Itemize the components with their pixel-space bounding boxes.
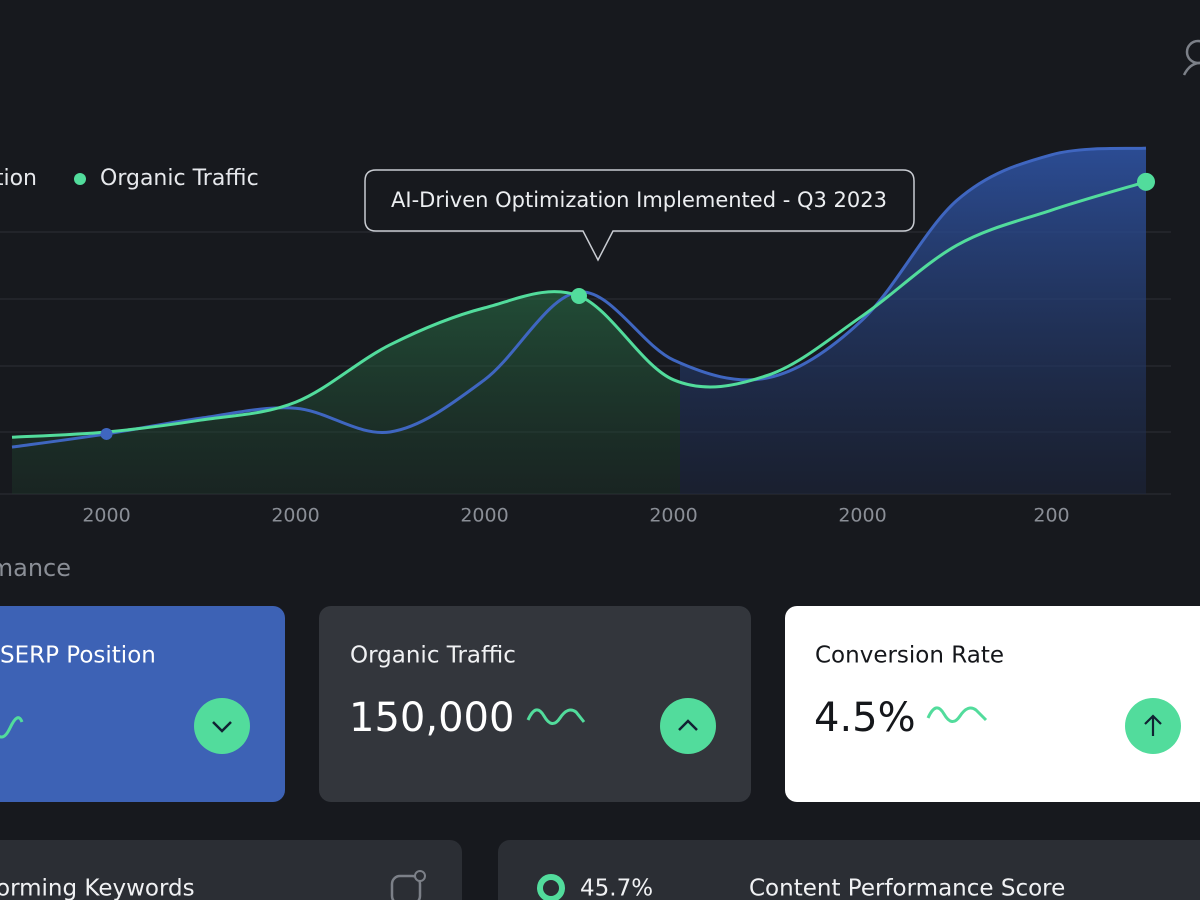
chart: 2000 2000 2000 2000 2000 200 bbox=[11, 146, 1155, 527]
card[interactable]: Organic Traffic 150,000 bbox=[319, 606, 751, 802]
x-tick-label: 2000 bbox=[649, 505, 697, 527]
card-title: Organic Traffic bbox=[350, 643, 516, 669]
user-icon[interactable] bbox=[1182, 39, 1200, 76]
legend-label: Organic Traffic bbox=[100, 166, 259, 191]
bottom-card[interactable]: 45.7% Content Performance Score bbox=[498, 840, 1200, 900]
legend-label: tion bbox=[0, 166, 37, 191]
area bbox=[12, 291, 680, 494]
card-title: Content Performance Score bbox=[749, 876, 1065, 900]
annotation: AI-Driven Optimization Implemented - Q3 … bbox=[364, 169, 915, 262]
card[interactable]: SERP Position bbox=[0, 606, 285, 802]
legend-marker bbox=[74, 173, 86, 185]
x-tick-label: 2000 bbox=[460, 505, 508, 527]
point bbox=[571, 288, 587, 304]
x-tick-label: 200 bbox=[1033, 505, 1069, 527]
card-value: 150,000 bbox=[349, 695, 514, 741]
annotation-text: AI-Driven Optimization Implemented - Q3 … bbox=[391, 188, 887, 212]
card[interactable]: Conversion Rate 4.5% bbox=[785, 606, 1200, 802]
area bbox=[680, 148, 1146, 494]
card-value: 45.7% bbox=[580, 876, 653, 900]
card-title: Conversion Rate bbox=[815, 643, 1004, 669]
card-title: orming Keywords bbox=[0, 876, 195, 900]
section-title: mance bbox=[0, 554, 71, 582]
point bbox=[1137, 172, 1155, 191]
point bbox=[100, 427, 113, 440]
x-tick-label: 2000 bbox=[838, 505, 886, 527]
card-value: 4.5% bbox=[814, 695, 916, 741]
bottom-card[interactable]: orming Keywords bbox=[0, 840, 462, 900]
x-tick-label: 2000 bbox=[82, 505, 130, 527]
x-tick-label: 2000 bbox=[271, 505, 319, 527]
card-title: SERP Position bbox=[0, 643, 156, 669]
